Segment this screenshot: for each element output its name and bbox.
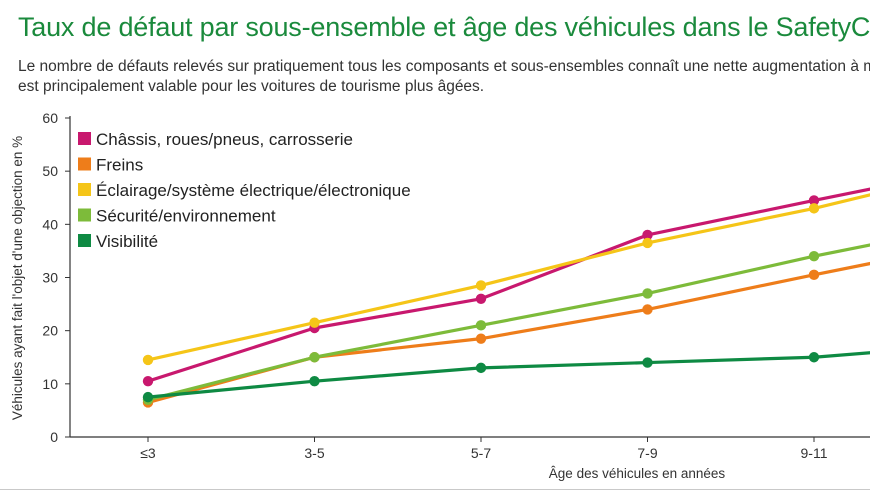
y-tick-label: 40 (42, 216, 58, 232)
x-tick-label: 7-9 (637, 445, 657, 461)
legend: Châssis, roues/pneus, carrosserie Freins É… (78, 130, 411, 251)
series-line (146, 193, 870, 362)
data-point (142, 375, 154, 387)
data-point (142, 391, 154, 403)
series-4 (142, 243, 870, 405)
y-axis-ticks: 0 10 20 30 40 50 60 (42, 110, 70, 445)
data-point (475, 320, 487, 331)
data-point (808, 203, 820, 214)
y-tick-label: 0 (50, 429, 58, 445)
subtitle-line-1: Le nombre de défauts relevés sur pratiqu… (18, 58, 870, 75)
data-point (808, 195, 820, 206)
legend-label: Sécurité/environnement (96, 207, 276, 226)
data-point (642, 304, 653, 315)
legend-label: Visibilité (96, 232, 158, 251)
legend-swatch (78, 183, 91, 196)
y-tick-label: 60 (42, 110, 58, 126)
series-line (146, 351, 870, 399)
y-tick-label: 10 (42, 376, 58, 392)
legend-swatch (78, 157, 91, 171)
y-tick-label: 50 (42, 163, 58, 179)
x-tick-label: 9-11 (801, 445, 828, 461)
series-line (146, 187, 870, 383)
data-point (142, 354, 154, 366)
legend-swatch (78, 234, 91, 247)
series-line (146, 261, 870, 405)
data-point (808, 251, 820, 262)
data-point (642, 237, 653, 249)
data-point (475, 280, 487, 291)
data-point (808, 352, 820, 363)
data-point (309, 317, 320, 328)
series-line (146, 243, 870, 402)
series-3 (142, 193, 870, 366)
y-tick-label: 20 (42, 323, 58, 339)
chart-title: Taux de défaut par sous-ensemble et âge … (18, 12, 870, 42)
series-group (142, 187, 870, 408)
data-point (309, 375, 320, 387)
legend-label: Freins (96, 156, 143, 175)
y-tick-label: 30 (42, 270, 58, 286)
legend-label: Châssis, roues/pneus, carrosserie (96, 130, 353, 149)
subtitle-line-2: est principalement valable pour les voit… (18, 78, 485, 95)
data-point (642, 357, 653, 368)
data-point (642, 288, 653, 299)
data-point (475, 293, 487, 304)
data-point (309, 352, 320, 363)
data-point (475, 333, 487, 344)
series-5 (142, 351, 870, 403)
x-axis-label: Âge des véhicules en années (549, 466, 726, 481)
data-point (808, 269, 820, 281)
legend-swatch (78, 132, 91, 145)
series-1 (142, 187, 870, 387)
data-point (642, 229, 653, 241)
x-tick-label: 3-5 (304, 445, 324, 461)
legend-label: Éclairage/système électrique/électroniqu… (96, 181, 411, 200)
x-axis-ticks: ≤3 3-5 5-7 7-9 9-11 (140, 437, 828, 461)
y-axis-label: Véhicules ayant fait l'objet d'une objec… (10, 136, 25, 420)
x-tick-label: 5-7 (471, 445, 491, 461)
x-tick-label: ≤3 (140, 445, 156, 461)
data-point (475, 362, 487, 374)
legend-swatch (78, 208, 91, 222)
